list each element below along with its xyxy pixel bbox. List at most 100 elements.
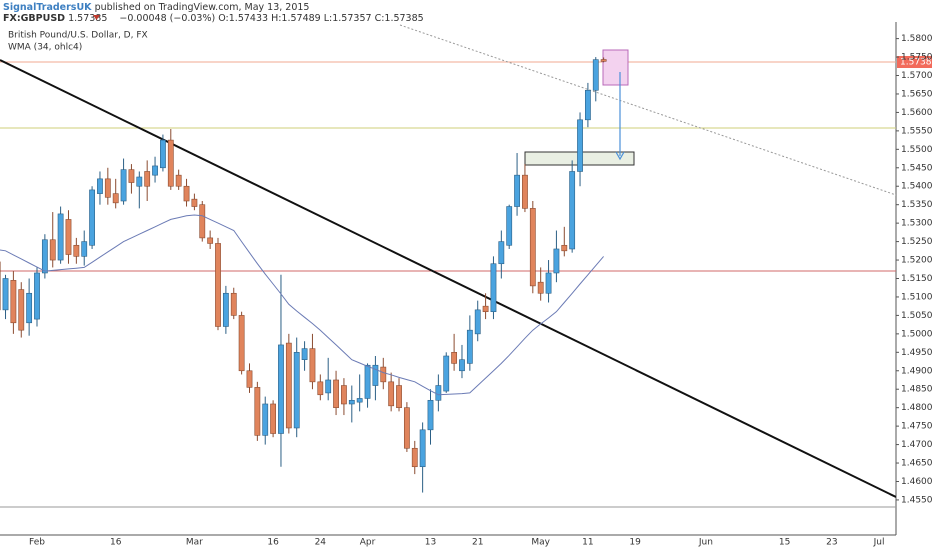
candle-body xyxy=(372,364,379,386)
candle-body xyxy=(419,429,426,468)
candle-body xyxy=(160,139,166,169)
x-tick-label: 24 xyxy=(315,538,327,548)
wma-line xyxy=(0,214,604,396)
candle-body xyxy=(199,204,206,239)
candle-body xyxy=(293,352,300,429)
candle-body xyxy=(529,208,536,287)
y-tick-label: 1.53000 xyxy=(901,219,932,229)
candle-body xyxy=(2,278,9,311)
x-tick-label: 11 xyxy=(582,538,593,548)
candle-body xyxy=(18,289,25,331)
candle-body xyxy=(577,119,583,172)
y-tick-label: 1.50500 xyxy=(901,311,932,321)
x-tick-label: 16 xyxy=(110,538,122,548)
quote-line: FX:GBPUSD 1.57385 −0.00048 (−0.03%) O:1.5… xyxy=(3,13,424,24)
last: 1.57385 xyxy=(68,13,107,24)
candle-body xyxy=(112,193,119,204)
candle-body xyxy=(57,213,64,261)
candle-body xyxy=(333,379,339,408)
y-tick-label: 1.46500 xyxy=(901,459,932,469)
y-tick-label: 1.48000 xyxy=(901,403,932,413)
x-tick-label: Mar xyxy=(186,538,203,548)
x-tick-label: Apr xyxy=(360,538,376,548)
candle-body xyxy=(317,381,324,396)
candle-body xyxy=(89,189,95,246)
legend-entry: WMA (34, ohlc4) xyxy=(8,43,82,53)
candle-body xyxy=(49,239,56,261)
candle-body xyxy=(403,407,410,449)
x-tick-label: 21 xyxy=(472,538,483,548)
candle-body xyxy=(537,281,544,294)
y-tick-label: 1.55500 xyxy=(901,126,932,136)
candle-body xyxy=(262,403,269,436)
y-tick-label: 1.57500 xyxy=(901,53,932,63)
x-tick-label: Feb xyxy=(29,538,45,548)
candle-body xyxy=(443,355,450,392)
candle-body xyxy=(104,178,111,198)
candle-body xyxy=(380,366,387,383)
entry-box xyxy=(602,49,629,86)
candle-body xyxy=(545,272,552,294)
candle-body xyxy=(364,364,371,399)
change: −0.00048 (−0.03%) xyxy=(119,13,215,24)
chart-title: British Pound/U.S. Dollar, D, FX xyxy=(8,31,148,41)
candle-body xyxy=(482,305,489,313)
high: H:1.57489 xyxy=(271,13,321,24)
price-tag-label: 1.57385 xyxy=(900,58,932,68)
y-tick-label: 1.53500 xyxy=(901,200,932,210)
candle-body xyxy=(553,248,560,274)
candle-body xyxy=(183,185,190,202)
x-tick-label: 16 xyxy=(267,538,279,548)
candle-body xyxy=(230,292,237,316)
y-tick-label: 1.54000 xyxy=(901,182,932,192)
y-tick-label: 1.48500 xyxy=(901,385,932,395)
symbol: FX:GBPUSD xyxy=(3,13,65,24)
candle-body xyxy=(120,169,127,202)
candle-body xyxy=(136,176,143,187)
close: C:1.57385 xyxy=(375,13,424,24)
candle-body xyxy=(144,171,151,187)
y-tick-label: 1.52000 xyxy=(901,256,932,266)
candle-body xyxy=(498,241,505,265)
candle-body xyxy=(569,171,576,250)
candle-body xyxy=(238,315,245,372)
y-tick-label: 1.57000 xyxy=(901,71,932,81)
candle-body xyxy=(490,263,497,313)
y-tick-label: 1.46000 xyxy=(901,477,932,487)
candle-body xyxy=(254,387,261,436)
x-tick-label: May xyxy=(531,538,550,548)
candle-body xyxy=(301,348,308,360)
trend-line-dotted xyxy=(399,24,896,196)
candle-body xyxy=(427,399,434,431)
y-tick-label: 1.56000 xyxy=(901,108,932,118)
x-tick-label: 15 xyxy=(779,538,790,548)
y-tick-label: 1.45500 xyxy=(901,495,932,505)
candle-body xyxy=(600,59,607,62)
y-tick-label: 1.49500 xyxy=(901,348,932,358)
plot xyxy=(0,57,607,493)
open: O:1.57433 xyxy=(218,13,268,24)
y-tick-label: 1.50000 xyxy=(901,329,932,339)
candle-body xyxy=(459,359,465,372)
x-tick-label: Jul xyxy=(873,538,885,548)
y-tick-label: 1.51500 xyxy=(901,274,932,284)
candle-body xyxy=(584,89,591,121)
candle-body xyxy=(175,174,182,187)
x-tick-label: 23 xyxy=(826,538,837,548)
candle-body xyxy=(152,165,158,176)
candle-body xyxy=(396,385,402,408)
candle-body xyxy=(81,241,88,257)
candle-body xyxy=(341,385,347,405)
x-tick-label: 13 xyxy=(425,538,436,548)
low: L:1.57357 xyxy=(324,13,372,24)
candle-body xyxy=(128,169,135,183)
y-tick-label: 1.56500 xyxy=(901,89,932,99)
author[interactable]: SignalTradersUK xyxy=(3,2,92,13)
y-tick-label: 1.58000 xyxy=(901,34,932,44)
candle-body xyxy=(26,292,33,324)
header-line: SignalTradersUK published on TradingView… xyxy=(3,2,309,13)
candle-body xyxy=(278,344,284,434)
arrow-head xyxy=(615,151,625,161)
